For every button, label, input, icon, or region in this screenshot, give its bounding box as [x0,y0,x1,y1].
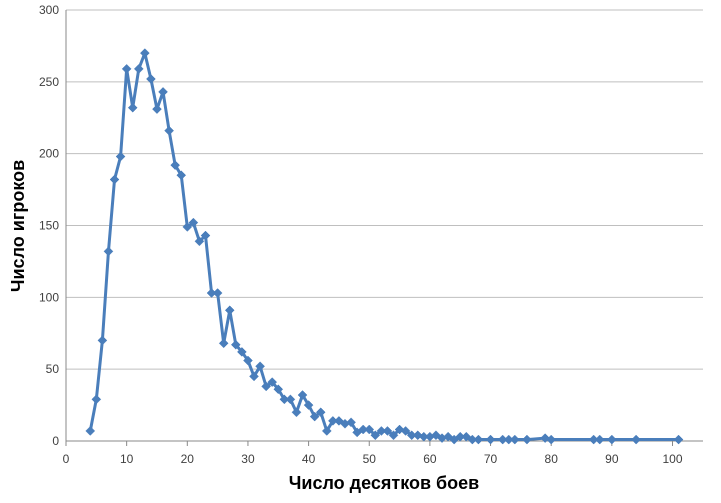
axes [65,10,703,446]
data-point-marker [346,417,356,428]
data-point-marker [188,217,199,228]
x-tick-label: 50 [363,452,377,466]
data-point-marker [237,347,247,357]
data-point-marker [158,87,168,97]
data-point-marker [164,125,174,136]
data-point-marker [176,170,187,181]
data-point-marker [485,434,496,445]
x-tick-label: 40 [302,452,316,466]
data-point-marker [267,377,278,387]
data-point-marker [315,407,326,418]
data-point-marker [285,394,296,405]
y-tick-label: 250 [39,75,59,89]
data-point-marker [121,64,132,74]
data-point-marker [364,424,375,435]
data-point-marker [212,288,223,298]
y-tick-label: 150 [39,219,59,233]
x-tick-label: 20 [181,452,195,466]
data-point-marker [91,394,102,405]
data-point-marker [522,434,532,445]
data-point-marker [139,48,150,58]
data-point-marker [606,434,617,445]
data-point-marker [509,434,520,445]
data-point-marker [631,434,641,445]
data-series [85,48,684,445]
y-tick-label: 200 [39,147,59,161]
data-point-marker [261,381,271,392]
data-point-marker [97,335,108,346]
x-tick-label: 90 [605,452,619,466]
data-point-marker [230,339,241,350]
x-tick-labels: 0 10 20 30 40 50 60 70 80 90 100 [63,452,683,466]
data-point-marker [249,371,259,382]
data-point-marker [146,74,156,84]
data-point-marker [255,361,265,372]
data-point-marker [546,434,557,445]
x-tick-label: 60 [423,452,437,466]
data-point-marker [273,384,284,395]
data-point-marker [85,426,96,436]
data-point-marker [152,104,162,114]
data-point-marker [473,434,484,445]
x-axis-title: Число десятков боев [289,473,479,493]
data-point-marker [103,246,114,257]
data-point-marker [594,434,605,445]
gridlines [66,9,703,370]
data-point-marker [291,407,302,418]
data-point-marker [321,426,332,436]
data-point-marker [303,400,314,410]
data-point-marker [194,236,205,247]
data-point-marker [673,434,684,445]
x-tick-label: 0 [63,452,70,466]
data-point-marker [133,64,144,74]
data-point-marker [243,355,253,366]
data-point-marker [218,338,229,349]
data-point-marker [309,411,320,422]
y-tick-label: 100 [39,290,59,304]
x-tick-label: 30 [241,452,255,466]
data-point-marker [170,160,181,171]
x-tick-label: 70 [484,452,498,466]
data-point-marker [127,102,138,113]
y-tick-labels: 0 50 100 150 200 250 300 [39,3,59,448]
data-point-marker [370,430,381,441]
x-tick-label: 100 [662,452,682,466]
data-point-marker [400,426,411,436]
data-point-marker [200,230,211,241]
x-tick-label: 80 [545,452,559,466]
data-point-marker [224,305,235,316]
y-axis-title: Число игроков [8,160,28,292]
data-point-marker [382,426,393,436]
series-line [88,51,681,442]
y-tick-label: 50 [46,362,60,376]
x-tick-label: 10 [120,452,134,466]
data-point-marker [182,222,193,232]
y-tick-label: 300 [39,3,59,17]
data-point-marker [115,151,126,162]
data-point-marker [388,430,399,441]
data-point-marker [109,174,120,185]
data-point-marker [297,390,308,400]
y-tick-label: 0 [52,434,59,448]
